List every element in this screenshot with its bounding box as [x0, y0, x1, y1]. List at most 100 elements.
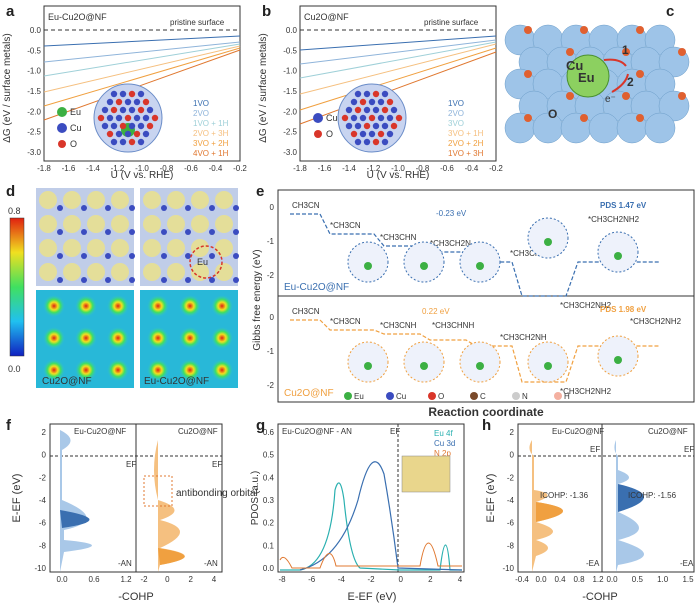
d-atom — [233, 253, 239, 259]
b-legend-5: 2VO + 2H — [448, 139, 484, 148]
e-legend-label: H — [564, 392, 570, 401]
g-legend-1: Eu 4f — [434, 429, 453, 438]
e-eu-atom — [476, 362, 484, 370]
atom-dot — [386, 98, 394, 106]
c-o-sphere — [524, 114, 532, 122]
d-atom — [81, 253, 87, 259]
a-xtick: -1.4 — [86, 164, 100, 173]
atom-dot — [101, 122, 109, 130]
e-top-s1: *CH3CN — [330, 221, 361, 230]
e-eu-atom — [420, 362, 428, 370]
e-eu-atom — [614, 252, 622, 260]
atom-dot — [377, 98, 385, 106]
b-legend-2: 2VO — [448, 109, 464, 118]
e-eu-atom — [614, 356, 622, 364]
atom-dot — [372, 106, 380, 114]
c-arrow-2: 2 — [627, 75, 634, 89]
d-isosurface — [63, 191, 81, 209]
d-elf-blob — [43, 359, 65, 381]
f-right-title: Cu2O@NF — [178, 427, 218, 436]
d-atom — [209, 253, 215, 259]
c-cu-sphere — [644, 68, 676, 100]
d-atom — [129, 277, 135, 283]
a-atom-o: O — [70, 139, 77, 149]
d-atom — [161, 205, 167, 211]
xtick: -4 — [338, 575, 346, 584]
d-isosurface — [191, 215, 209, 233]
atom-dot — [115, 98, 123, 106]
d-atom — [185, 277, 191, 283]
d-isosurface — [87, 263, 105, 281]
xtick: -6 — [308, 575, 316, 584]
xtick: -2 — [367, 575, 375, 584]
d-isosurface — [111, 215, 129, 233]
xtick: 0.6 — [88, 575, 100, 584]
b-xtick: -1.4 — [342, 164, 356, 173]
e-legend-label: O — [438, 392, 444, 401]
a-ytick: -2.0 — [27, 107, 41, 116]
b-atom-cu: Cu — [326, 113, 338, 123]
b-ytick: -2.5 — [283, 128, 297, 137]
e-ytick-bot-0: 0 — [270, 313, 275, 322]
f-annot: antibonding orbital — [176, 488, 258, 499]
h-ef-left: EF — [590, 445, 600, 454]
c-eu-label: Eu — [578, 70, 595, 85]
h-ylabel: E-EF (eV) — [485, 474, 497, 523]
c-cu-sphere — [644, 24, 676, 56]
atom-dot — [350, 98, 358, 106]
panel-a: Eu-Cu2O@NF pristine surface 1VO 2VO 1VO … — [2, 5, 247, 181]
atom-dot — [97, 114, 105, 122]
atom-dot — [341, 114, 349, 122]
ytick: -2 — [507, 473, 515, 482]
e-legend-swatch — [428, 392, 436, 400]
b-xtick: -1.2 — [367, 164, 381, 173]
g-legend-2: Cu 3d — [434, 439, 455, 448]
panel-a-title: Eu-Cu2O@NF — [48, 12, 107, 22]
xtick: 2 — [428, 575, 433, 584]
panel-b: Cu2O@NF pristine surface 1VO 2VO 3VO 3VO… — [258, 5, 503, 181]
e-legend-label: Eu — [354, 392, 364, 401]
d-isosurface — [167, 191, 185, 209]
f-ef-left: EF — [126, 460, 136, 469]
e-xlabel: Reaction coordinate — [428, 405, 544, 419]
f-tag-left: -AN — [118, 559, 132, 568]
atom-dot — [354, 106, 362, 114]
ytick: 2 — [510, 428, 515, 437]
c-cu-sphere — [588, 112, 620, 144]
d-elf-blob — [147, 327, 169, 349]
a-legend-6: 4VO + 1H — [193, 149, 229, 158]
e-ylabel: Gibbs free energy (eV) — [252, 249, 263, 350]
c-o-sphere — [636, 26, 644, 34]
atom-dot — [133, 130, 141, 138]
c-o-sphere — [566, 92, 574, 100]
atom-dot — [142, 114, 150, 122]
e-legend-label: C — [480, 392, 486, 401]
a-atom-cu: Cu — [70, 123, 82, 133]
e-eu-atom — [544, 362, 552, 370]
d-isosurface — [143, 263, 161, 281]
d-atom — [209, 229, 215, 235]
f-xlabel: -COHP — [118, 591, 153, 603]
d-atom — [185, 229, 191, 235]
d-elf-blob — [107, 359, 129, 381]
b-xtick: -1.6 — [318, 164, 332, 173]
g-inset — [401, 455, 451, 493]
e-legend-swatch — [554, 392, 562, 400]
d-atom — [161, 253, 167, 259]
b-xtick: -0.2 — [489, 164, 503, 173]
e-bot-s3: *CH3CHNH — [432, 321, 474, 330]
f-ylabel: E-EF (eV) — [11, 474, 23, 523]
d-cbar-min: 0.0 — [8, 364, 21, 374]
h-left-title: Eu-Cu2O@NF — [552, 427, 604, 436]
c-eu-atom — [566, 54, 610, 98]
panel-b-note: pristine surface — [424, 18, 479, 27]
a-xtick: -1.2 — [111, 164, 125, 173]
c-arrow-1: 1 — [622, 43, 629, 57]
b-ytick: 0.0 — [286, 26, 298, 35]
e-eu-atom — [364, 362, 372, 370]
b-legend-3: 3VO — [448, 119, 464, 128]
d-isosurface — [63, 239, 81, 257]
e-top-s3: *CH3CH2N — [430, 239, 471, 248]
xtick: 4 — [458, 575, 463, 584]
h-tag-left: -EA — [586, 559, 600, 568]
